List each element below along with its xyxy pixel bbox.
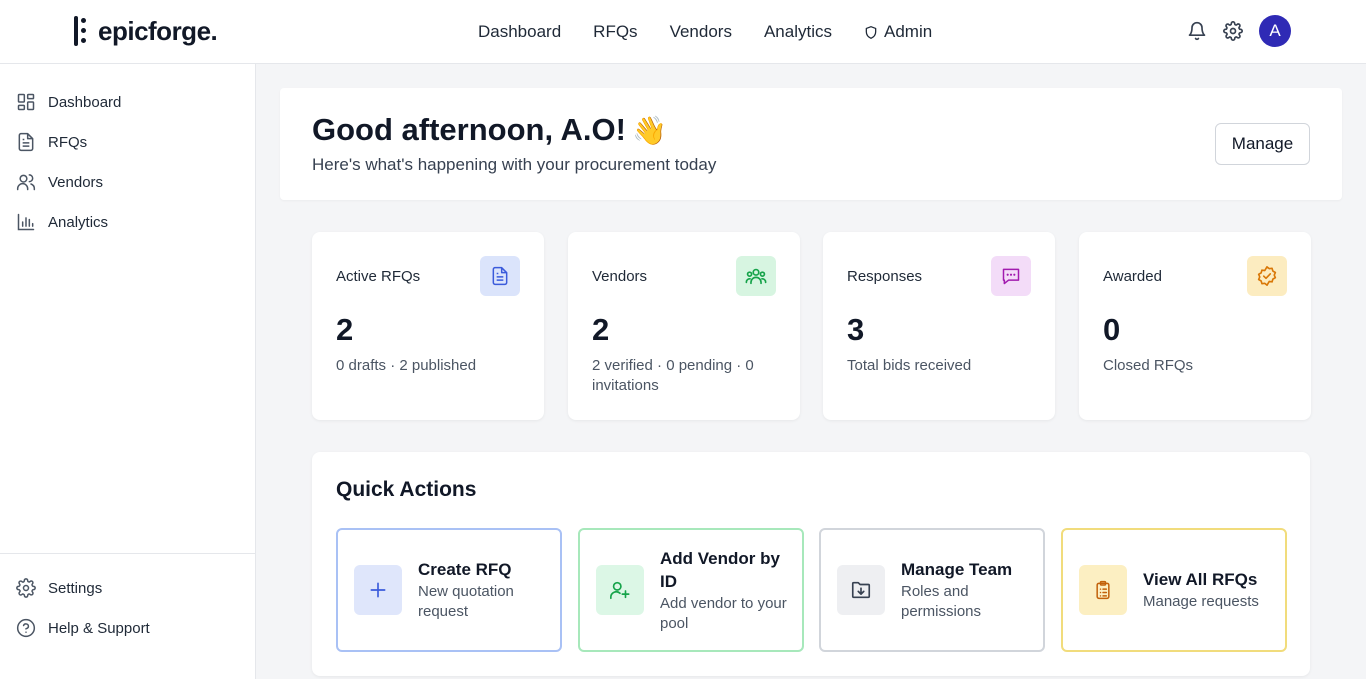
top-navbar: epicforge. Dashboard RFQs Vendors Analyt…: [0, 0, 1366, 64]
stat-subtext: Total bids received: [847, 357, 972, 374]
quick-action-subtitle: Add vendor to your pool: [660, 594, 787, 632]
clipboard-icon: [1079, 565, 1127, 615]
topnav-admin[interactable]: Admin: [864, 22, 932, 42]
folder-download-icon: [837, 565, 885, 615]
gear-icon: [16, 578, 36, 598]
view-all-rfqs-card[interactable]: View All RFQs Manage requests: [1061, 528, 1287, 652]
logo-mark-icon: [74, 15, 86, 47]
topnav-analytics[interactable]: Analytics: [763, 22, 832, 41]
brand-logo[interactable]: epicforge.: [74, 14, 218, 48]
stat-card-awarded[interactable]: Awarded 0 Closed RFQs: [1079, 232, 1311, 420]
users-icon: [736, 256, 776, 296]
gear-icon[interactable]: [1223, 21, 1243, 41]
wave-emoji-icon: 👋: [631, 114, 667, 146]
stat-label: Vendors: [592, 268, 648, 285]
shield-icon: [865, 25, 877, 39]
quick-action-title: Manage Team: [901, 560, 1013, 579]
manage-button[interactable]: Manage: [1215, 123, 1310, 165]
quick-action-subtitle: Roles and permissions: [901, 583, 982, 620]
stat-value: 2: [336, 312, 354, 347]
welcome-panel: Good afternoon, A.O! 👋 Here's what's hap…: [280, 88, 1342, 200]
users-icon: [16, 174, 36, 191]
avatar[interactable]: A: [1259, 15, 1291, 47]
greeting-text: Good afternoon, A.O!: [312, 112, 626, 147]
stat-label: Awarded: [1103, 268, 1162, 285]
stat-card-active-rfqs[interactable]: Active RFQs 2 0 drafts · 2 published: [312, 232, 544, 420]
quick-actions-panel: Quick Actions Create RFQ New quotation r…: [312, 452, 1310, 676]
quick-action-subtitle: Manage requests: [1143, 593, 1259, 610]
stat-card-vendors[interactable]: Vendors 2 2 verified · 0 pending · 0 inv…: [568, 232, 800, 420]
sidebar-item-label: Settings: [48, 579, 103, 597]
bell-icon[interactable]: [1187, 21, 1207, 41]
user-plus-icon: [596, 565, 644, 615]
chat-icon: [991, 256, 1031, 296]
sidebar-item-label: Help & Support: [48, 619, 150, 637]
stat-card-responses[interactable]: Responses 3 Total bids received: [823, 232, 1055, 420]
quick-action-title: Create RFQ: [418, 560, 512, 579]
sidebar-item-help[interactable]: Help & Support: [16, 616, 150, 640]
stat-value: 0: [1103, 312, 1121, 347]
sidebar-item-label: Analytics: [48, 213, 109, 231]
top-nav: Dashboard RFQs Vendors Analytics Admin: [478, 0, 932, 64]
stat-subtext: 2 verified · 0 pending · 0 invitations: [592, 357, 754, 394]
sidebar-divider: [0, 553, 255, 554]
topnav-vendors[interactable]: Vendors: [669, 22, 732, 41]
quick-action-subtitle: New quotation request: [418, 583, 514, 620]
plus-icon: [354, 565, 402, 615]
brand-name: epicforge.: [98, 15, 218, 46]
add-vendor-card[interactable]: Add Vendor by ID Add vendor to your pool: [578, 528, 804, 652]
sidebar-item-rfqs[interactable]: RFQs: [16, 130, 87, 154]
sidebar-item-label: Vendors: [48, 173, 104, 191]
quick-action-title: View All RFQs: [1143, 570, 1258, 589]
dashboard-icon: [17, 93, 35, 111]
stat-subtext: 0 drafts · 2 published: [336, 357, 477, 374]
create-rfq-card[interactable]: Create RFQ New quotation request: [336, 528, 562, 652]
topnav-admin-label: Admin: [883, 22, 933, 41]
stat-label: Responses: [847, 268, 923, 285]
document-icon: [480, 256, 520, 296]
page-title: Good afternoon, A.O! 👋: [312, 112, 667, 148]
help-icon: [16, 618, 36, 638]
sidebar-item-label: RFQs: [48, 133, 88, 151]
welcome-subtitle: Here's what's happening with your procur…: [312, 155, 717, 174]
sidebar-item-dashboard[interactable]: Dashboard: [16, 90, 121, 114]
sidebar-item-settings[interactable]: Settings: [16, 576, 102, 600]
topnav-dashboard[interactable]: Dashboard: [478, 22, 562, 41]
document-icon: [18, 132, 34, 152]
sidebar-item-analytics[interactable]: Analytics: [16, 210, 108, 234]
sidebar: Dashboard RFQs Vendors Analytics Setting…: [0, 64, 256, 679]
manage-team-card[interactable]: Manage Team Roles and permissions: [819, 528, 1045, 652]
top-right-actions: A: [1187, 15, 1291, 47]
sidebar-item-label: Dashboard: [48, 93, 122, 111]
topnav-rfqs[interactable]: RFQs: [593, 22, 638, 41]
stat-value: 2: [592, 312, 610, 347]
stat-label: Active RFQs: [336, 268, 421, 285]
quick-action-title: Add Vendor by ID: [660, 548, 780, 591]
badge-check-icon: [1247, 256, 1287, 296]
quick-actions-title: Quick Actions: [336, 478, 477, 501]
bar-chart-icon: [17, 213, 35, 231]
stat-value: 3: [847, 312, 865, 347]
stat-subtext: Closed RFQs: [1103, 357, 1194, 374]
sidebar-item-vendors[interactable]: Vendors: [16, 170, 103, 194]
